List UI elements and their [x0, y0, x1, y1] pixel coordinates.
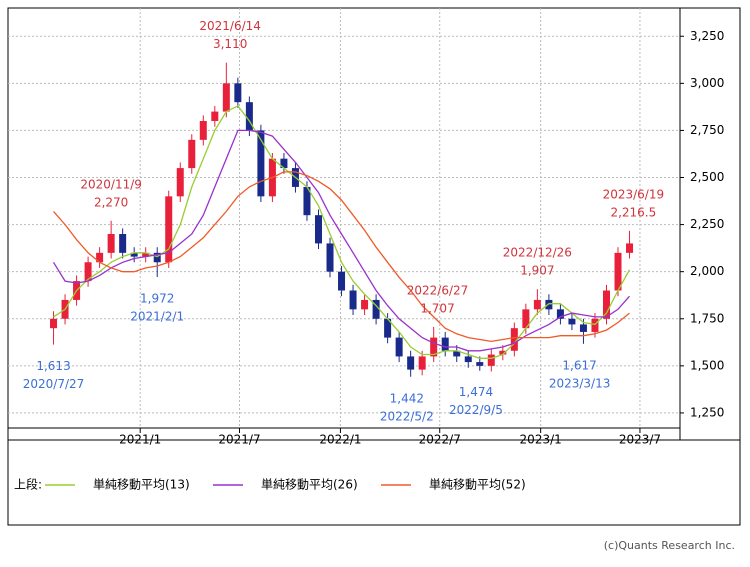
x-tick-label: 2023/7 — [619, 433, 661, 447]
candle-body — [499, 350, 507, 355]
candle-body — [407, 356, 415, 370]
candle-body — [222, 83, 230, 112]
candle-body — [84, 262, 92, 282]
candle-body — [453, 350, 461, 357]
candle-body — [176, 168, 184, 197]
candle-body — [326, 243, 334, 272]
y-tick-label: 2,500 — [690, 170, 724, 184]
candle-body — [119, 234, 127, 253]
candle-body — [626, 243, 634, 253]
annotation-date: 2022/9/5 — [449, 403, 503, 417]
candle-body — [188, 139, 196, 169]
y-tick-label: 2,250 — [690, 217, 724, 231]
annotation-value: 2,270 — [94, 195, 128, 209]
candle-body — [50, 318, 58, 329]
annotation-value: 1,474 — [459, 385, 493, 399]
frame — [7, 7, 741, 526]
x-tick-label: 2022/7 — [419, 433, 461, 447]
candle-body — [142, 252, 150, 257]
annotation-date: 2023/3/13 — [549, 376, 611, 390]
candle-body — [591, 318, 599, 332]
y-tick-label: 1,500 — [690, 358, 724, 372]
candle-body — [372, 299, 380, 319]
candle-body — [211, 111, 219, 122]
candle-body — [257, 130, 265, 197]
x-tick-label: 2022/1 — [319, 433, 361, 447]
candle-body — [384, 318, 392, 338]
y-tick-label: 2,000 — [690, 264, 724, 278]
candle-body — [510, 328, 518, 351]
candle-body — [361, 299, 369, 310]
annotation-value: 1,442 — [390, 391, 424, 405]
candle-body — [602, 290, 610, 319]
candle-body — [441, 337, 449, 351]
candle-body — [533, 299, 541, 310]
candle-body — [579, 324, 587, 332]
annotation-date: 2022/5/2 — [380, 409, 434, 423]
ma-line — [52, 129, 630, 352]
annotation-value: 1,707 — [420, 301, 454, 315]
candle-body — [522, 309, 530, 329]
candle-body — [153, 252, 161, 263]
x-tick-label: 2021/7 — [218, 433, 260, 447]
candle-body — [303, 186, 311, 216]
candle-body — [130, 252, 138, 257]
y-tick-label: 2,750 — [690, 123, 724, 137]
annotation-date: 2020/11/9 — [80, 177, 142, 191]
x-tick-label: 2023/1 — [520, 433, 562, 447]
legend-label: 単純移動平均(52) — [429, 478, 526, 492]
candle-body — [464, 356, 472, 363]
legend-label: 単純移動平均(13) — [93, 478, 190, 492]
candle-body — [234, 83, 242, 103]
candle-body — [430, 337, 438, 357]
candle-body — [96, 252, 104, 263]
candle-body — [614, 252, 622, 291]
annotation-value: 1,907 — [520, 264, 554, 278]
legend-label: 単純移動平均(26) — [261, 478, 358, 492]
y-tick-label: 3,000 — [690, 76, 724, 90]
credit: (c)Quants Research Inc. — [604, 539, 735, 552]
candle-body — [568, 318, 576, 325]
candle-body — [199, 121, 207, 140]
candle-body — [338, 271, 346, 291]
candle-body — [418, 356, 426, 370]
annotation-value: 1,972 — [140, 291, 174, 305]
annotation-value: 2,216.5 — [610, 205, 656, 219]
annotation-date: 2021/2/1 — [130, 309, 184, 323]
candle-body — [349, 290, 357, 310]
y-tick-label: 1,750 — [690, 311, 724, 325]
ma-line — [53, 171, 630, 343]
annotation-value: 1,613 — [36, 359, 70, 373]
candle-body — [556, 309, 564, 319]
candle-body — [545, 299, 553, 310]
annotation-date: 2022/6/27 — [407, 283, 469, 297]
candle-body — [314, 215, 322, 244]
candle-body — [476, 362, 484, 366]
annotation-value: 1,617 — [562, 358, 596, 372]
candle-body — [245, 102, 253, 131]
annotation-date: 2021/6/14 — [199, 19, 261, 33]
candle-body — [165, 196, 173, 263]
candle-body — [280, 158, 288, 169]
candle-body — [487, 354, 495, 366]
y-tick-label: 3,250 — [690, 29, 724, 43]
annotation-value: 3,110 — [213, 37, 247, 51]
y-tick-label: 1,250 — [690, 405, 724, 419]
annotation-date: 2022/12/26 — [503, 246, 572, 260]
candle-body — [107, 234, 115, 253]
annotation-date: 2020/7/27 — [23, 377, 85, 391]
candle-body — [395, 337, 403, 357]
annotation-date: 2023/6/19 — [603, 187, 665, 201]
ma-line — [53, 105, 631, 359]
x-tick-label: 2021/1 — [119, 433, 161, 447]
legend-title: 上段: — [14, 477, 42, 492]
